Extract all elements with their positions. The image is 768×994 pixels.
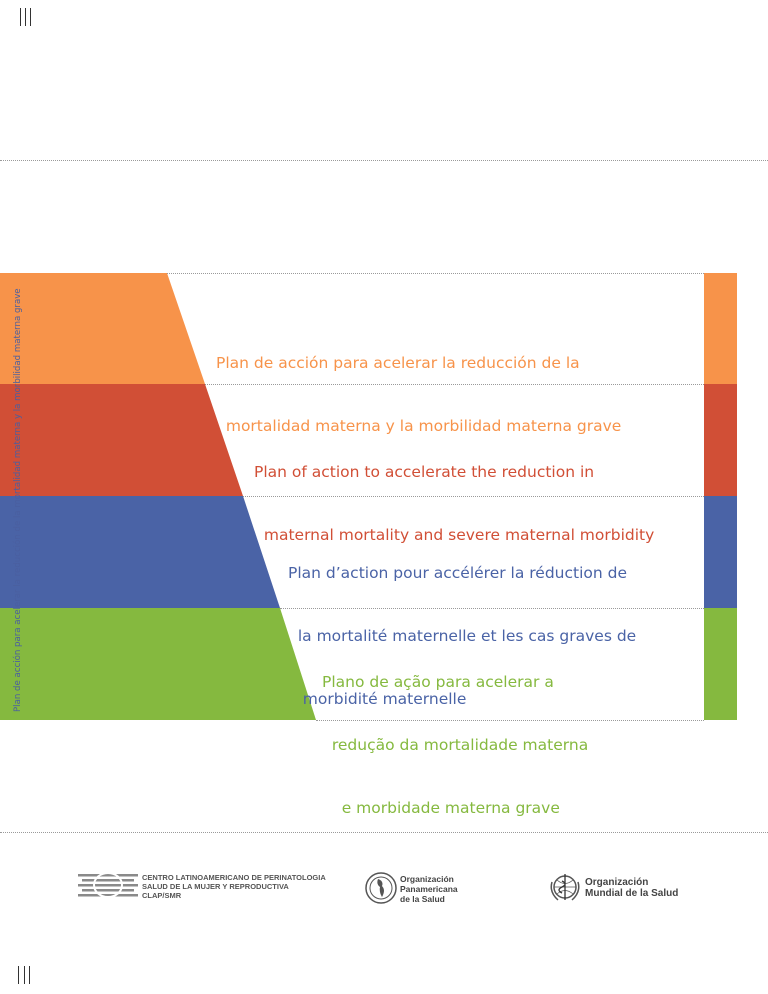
title-line: redução da mortalidade materna (322, 736, 589, 754)
crop-mark-top (20, 8, 21, 26)
title-line: Plan de acción para acelerar la reducció… (216, 354, 580, 372)
oms-line: Organización (585, 877, 649, 888)
title-portuguese: Plano de ação para acelerar a redução da… (322, 630, 588, 840)
title-line: Plano de ação para acelerar a (322, 673, 554, 691)
ops-logo-text: Organización Panamericana de la Salud (400, 874, 458, 904)
band-separator (205, 384, 704, 385)
title-line: mortalidad materna y la morbilidad mater… (216, 417, 622, 435)
band-separator (280, 608, 704, 609)
band-separator (243, 496, 704, 497)
crop-mark-bottom (29, 966, 30, 984)
crop-mark-bottom (18, 966, 19, 984)
footer-divider (0, 832, 768, 833)
title-line: e morbidade materna grave (322, 799, 560, 817)
band-separator (316, 720, 704, 721)
clap-logo-icon (78, 872, 138, 898)
band-separator (167, 273, 704, 274)
clap-logo-text: CENTRO LATINOAMERICANO DE PERINATOLOGIA … (142, 873, 326, 900)
oms-line: Mundial de la Salud (585, 888, 679, 899)
side-tab-fr (704, 496, 737, 608)
side-tab-en (704, 384, 737, 496)
ops-line: Panamericana (400, 884, 458, 894)
spine-title: Plan de acción para acelerar la reducció… (13, 288, 23, 712)
top-divider (0, 160, 768, 161)
title-english: Plan of action to accelerate the reducti… (254, 420, 654, 567)
ops-line: Organización (400, 874, 454, 884)
title-line: morbidité maternelle (288, 690, 467, 708)
crop-mark-top (25, 8, 26, 26)
ops-line: de la Salud (400, 894, 445, 904)
ops-emblem-icon (365, 872, 397, 904)
band-wedge-fr (0, 496, 280, 608)
crop-mark-top (30, 8, 31, 26)
oms-logo-text: Organización Mundial de la Salud (585, 877, 678, 899)
oms-emblem-icon (550, 874, 580, 901)
title-spanish: Plan de acción para acelerar la reducció… (216, 311, 621, 458)
band-wedge-es (0, 273, 205, 384)
title-line: la mortalité maternelle et les cas grave… (288, 627, 637, 645)
clap-line: CENTRO LATINOAMERICANO DE PERINATOLOGIA (142, 873, 326, 882)
title-line: maternal mortality and severe maternal m… (254, 526, 655, 544)
crop-mark-bottom (24, 966, 25, 984)
clap-line: CLAP/SMR (142, 891, 182, 900)
band-wedge-pt (0, 608, 316, 720)
side-tab-es (704, 273, 737, 384)
side-tab-pt (704, 608, 737, 720)
title-line: Plan d’action pour accélérer la réductio… (288, 564, 628, 582)
band-wedge-en (0, 384, 243, 496)
clap-line: SALUD DE LA MUJER Y REPRODUCTIVA (142, 882, 289, 891)
title-french: Plan d’action pour accélérer la réductio… (288, 521, 636, 731)
title-line: Plan of action to accelerate the reducti… (254, 463, 595, 481)
